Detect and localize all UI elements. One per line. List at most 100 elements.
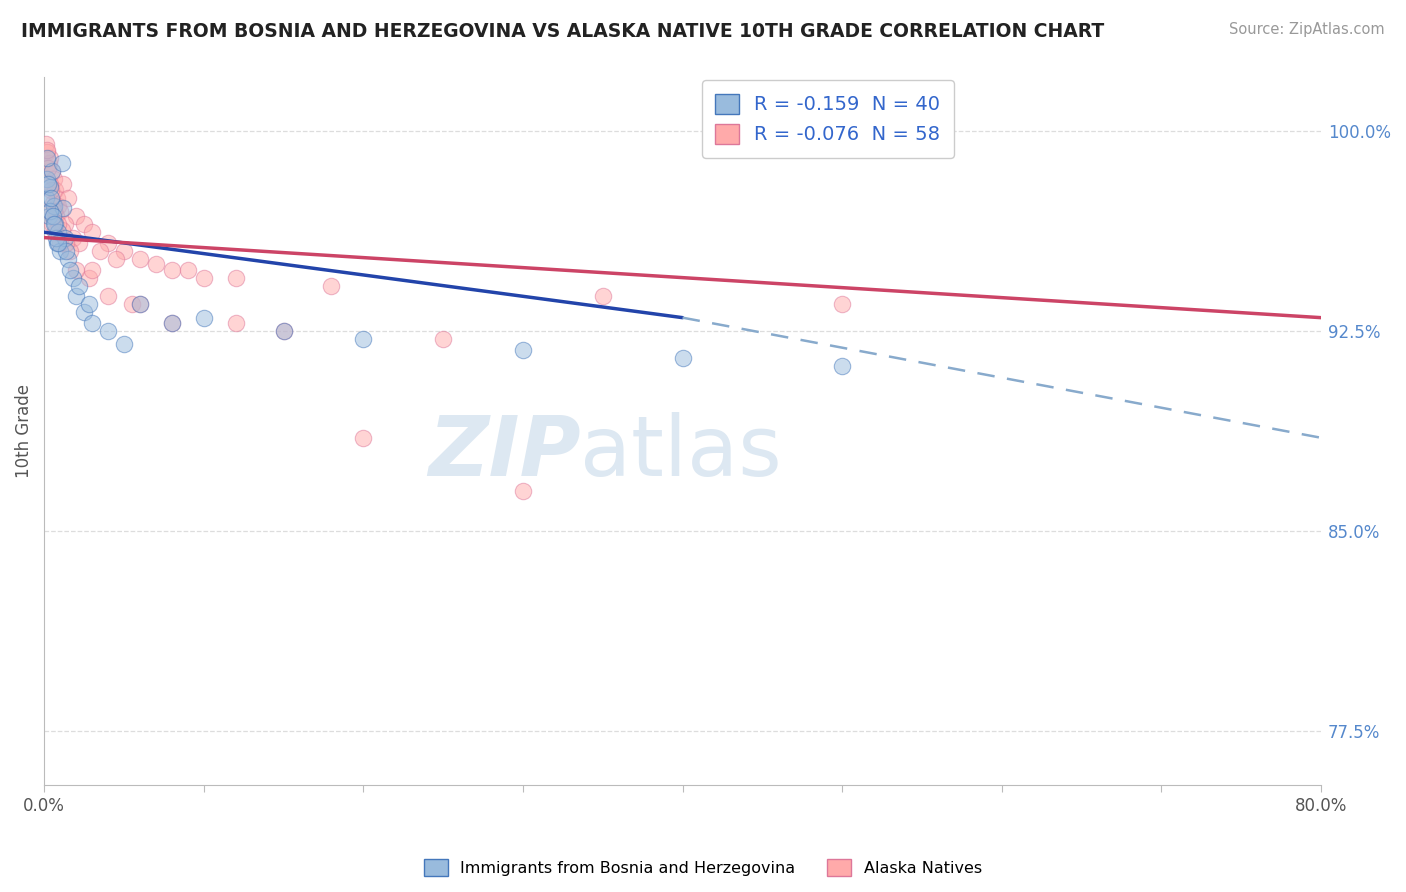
Point <box>97 289 120 303</box>
Point <box>128 297 150 311</box>
Point <box>831 359 853 373</box>
Point <box>39 182 62 196</box>
Point <box>49 235 72 250</box>
Point <box>41 217 63 231</box>
Point <box>592 289 614 303</box>
Text: IMMIGRANTS FROM BOSNIA AND HERZEGOVINA VS ALASKA NATIVE 10TH GRADE CORRELATION C: IMMIGRANTS FROM BOSNIA AND HERZEGOVINA V… <box>21 22 1104 41</box>
Point <box>89 244 111 258</box>
Point <box>38 178 60 192</box>
Point <box>44 182 66 196</box>
Point <box>46 217 69 231</box>
Point <box>112 244 135 258</box>
Point <box>80 262 103 277</box>
Point <box>42 195 65 210</box>
Point <box>831 297 853 311</box>
Point <box>35 151 58 165</box>
Point <box>44 217 66 231</box>
Point <box>59 244 82 258</box>
Point <box>160 316 183 330</box>
Point <box>45 230 67 244</box>
Y-axis label: 10th Grade: 10th Grade <box>15 384 32 478</box>
Point <box>145 257 167 271</box>
Point <box>65 209 87 223</box>
Point <box>160 262 183 277</box>
Point <box>73 217 96 231</box>
Point <box>55 244 77 258</box>
Point <box>512 484 534 499</box>
Point <box>38 156 60 170</box>
Point <box>37 145 59 160</box>
Point <box>41 164 63 178</box>
Point <box>45 190 67 204</box>
Point <box>77 297 100 311</box>
Point <box>39 179 62 194</box>
Point <box>128 252 150 266</box>
Point <box>352 431 374 445</box>
Text: Source: ZipAtlas.com: Source: ZipAtlas.com <box>1229 22 1385 37</box>
Point <box>80 225 103 239</box>
Point <box>62 230 84 244</box>
Legend: Immigrants from Bosnia and Herzegovina, Alaska Natives: Immigrants from Bosnia and Herzegovina, … <box>418 853 988 882</box>
Point <box>49 244 72 258</box>
Point <box>193 270 215 285</box>
Point <box>65 262 87 277</box>
Point <box>59 262 82 277</box>
Point <box>97 324 120 338</box>
Point <box>112 337 135 351</box>
Point <box>273 324 295 338</box>
Point <box>48 198 70 212</box>
Point <box>39 190 62 204</box>
Point <box>225 316 247 330</box>
Text: atlas: atlas <box>581 412 782 492</box>
Point <box>44 217 66 231</box>
Point <box>432 332 454 346</box>
Point <box>352 332 374 346</box>
Point <box>41 164 63 178</box>
Point <box>42 198 65 212</box>
Point <box>45 209 67 223</box>
Point <box>56 252 79 266</box>
Point <box>225 270 247 285</box>
Point <box>193 310 215 325</box>
Point <box>671 351 693 365</box>
Point <box>56 190 79 204</box>
Point <box>97 235 120 250</box>
Point <box>42 209 65 223</box>
Point <box>160 316 183 330</box>
Point <box>44 225 66 239</box>
Legend: R = -0.159  N = 40, R = -0.076  N = 58: R = -0.159 N = 40, R = -0.076 N = 58 <box>702 80 953 158</box>
Point <box>37 172 59 186</box>
Point <box>52 178 75 192</box>
Point <box>38 209 60 223</box>
Point <box>49 203 72 218</box>
Point <box>37 178 59 192</box>
Point <box>35 190 58 204</box>
Point <box>35 143 58 157</box>
Point <box>67 235 90 250</box>
Point <box>42 172 65 186</box>
Point <box>53 217 76 231</box>
Point <box>48 225 70 239</box>
Point <box>65 289 87 303</box>
Point <box>44 203 66 218</box>
Point <box>38 203 60 218</box>
Point <box>128 297 150 311</box>
Point <box>52 201 75 215</box>
Point <box>39 151 62 165</box>
Point <box>321 278 343 293</box>
Point <box>51 222 73 236</box>
Point <box>104 252 127 266</box>
Point <box>51 156 73 170</box>
Point <box>67 278 90 293</box>
Point <box>37 161 59 176</box>
Point <box>77 270 100 285</box>
Point <box>177 262 200 277</box>
Point <box>512 343 534 357</box>
Point <box>80 316 103 330</box>
Point <box>121 297 143 311</box>
Point <box>46 235 69 250</box>
Point <box>35 137 58 152</box>
Point <box>38 203 60 218</box>
Point <box>273 324 295 338</box>
Point <box>45 235 67 250</box>
